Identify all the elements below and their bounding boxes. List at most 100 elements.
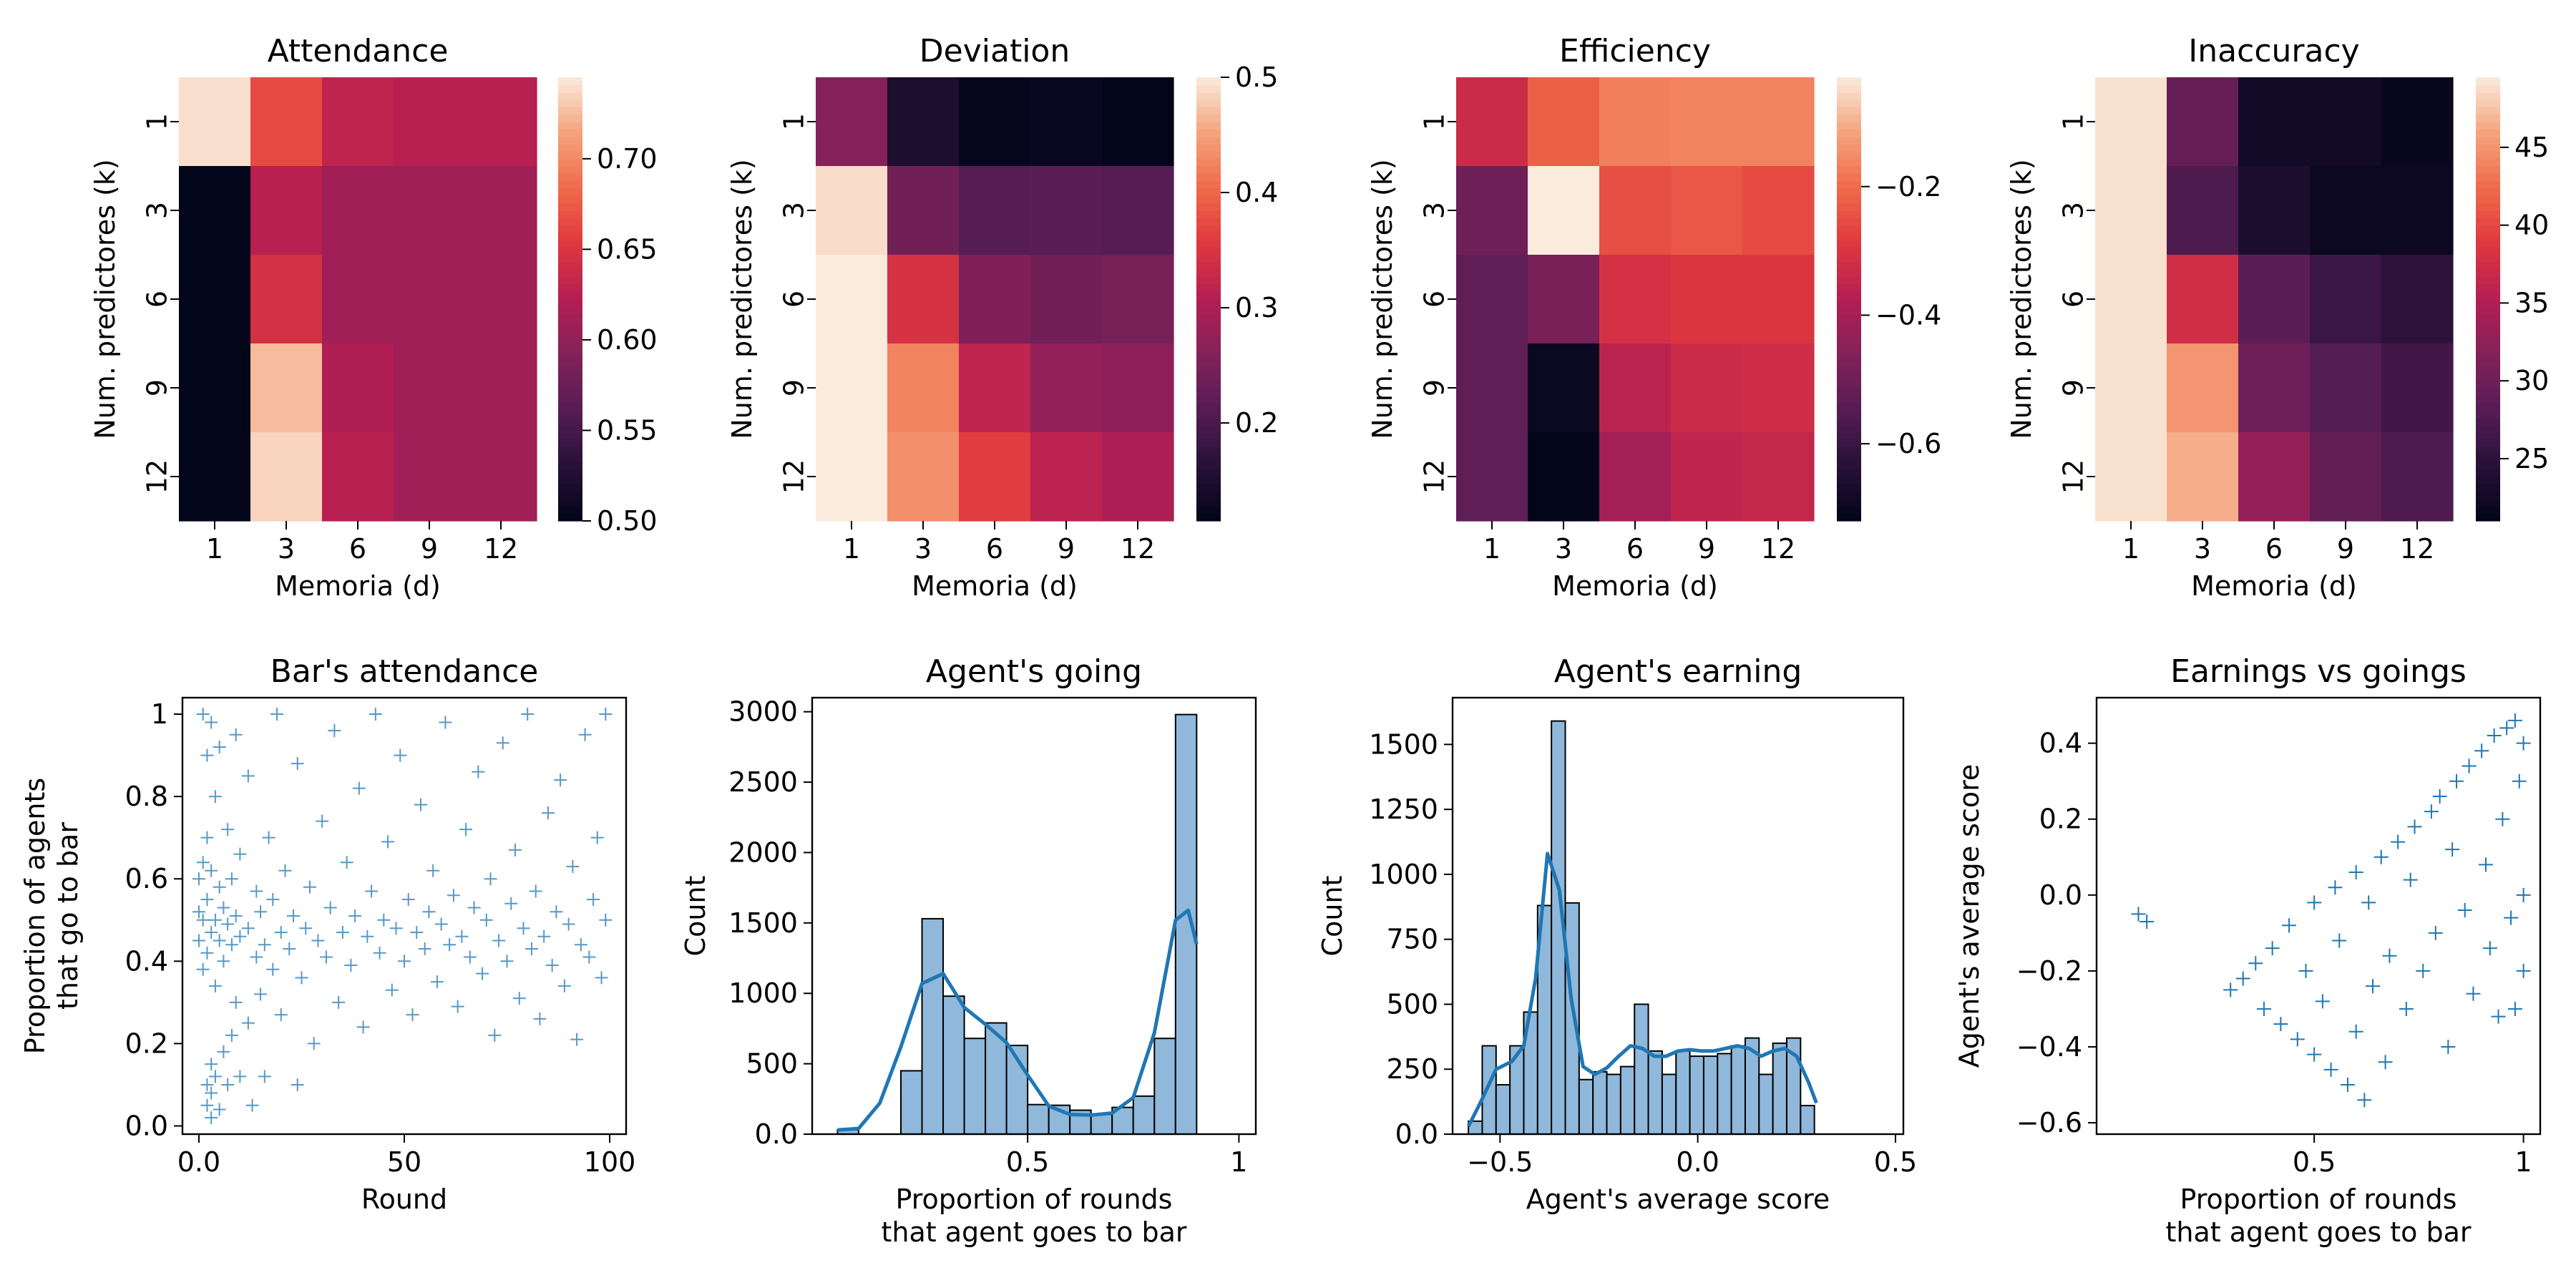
colorbar-segment	[1837, 336, 1861, 344]
scatter-point	[2315, 994, 2330, 1009]
scatter-point	[258, 938, 271, 952]
scatter-point	[344, 959, 358, 972]
scatter-point	[2474, 743, 2489, 758]
colorbar-segment	[2476, 506, 2500, 514]
colorbar-segment	[2476, 114, 2500, 122]
scatter-point	[2265, 941, 2280, 956]
colorbar-segment	[1837, 462, 1861, 470]
colorbar-segment	[1837, 328, 1861, 337]
scatter-point	[377, 913, 391, 927]
colorbar-segment	[558, 388, 582, 396]
colorbar-segment	[1196, 388, 1221, 396]
heatmap-deviation: Deviation 1 3 6 9 12 Memoria (d) 1 3 6 9 12 Num. pre…	[726, 33, 1278, 602]
heatmap-cell	[1102, 77, 1174, 167]
scatter-point	[283, 942, 296, 956]
scatter-point	[2495, 811, 2510, 826]
colorbar-segment	[1196, 218, 1221, 226]
heatmap-cell	[2310, 343, 2382, 433]
colorbar-segment	[1196, 240, 1221, 248]
colorbar-segment	[1837, 144, 1861, 152]
colorbar-segment	[558, 77, 582, 85]
colorbar-segment	[1837, 432, 1861, 440]
colorbar-segment	[1837, 358, 1861, 366]
heatmap-cell	[2310, 432, 2382, 522]
colorbar-segment	[1837, 77, 1861, 85]
heatmap-cell	[465, 432, 537, 522]
colorbar-tick-label: 0.3	[1235, 292, 1278, 323]
colorbar-segment	[558, 432, 582, 440]
colorbar-segment	[558, 225, 582, 233]
y-tick-label: 0.0	[125, 1110, 168, 1141]
scatter-point	[291, 757, 304, 771]
heatmap-cell	[1030, 432, 1103, 522]
colorbar-segment	[2476, 484, 2500, 492]
colorbar-segment	[558, 321, 582, 329]
colorbar-segment	[1837, 122, 1861, 130]
heatmap-cell	[2167, 77, 2239, 167]
heatmap-cell	[2095, 432, 2167, 522]
colorbar-segment	[1837, 477, 1861, 484]
heatmap-cell	[887, 166, 960, 255]
scatter-point	[2512, 774, 2527, 789]
heatmap-cell	[394, 432, 466, 522]
colorbar-segment	[558, 166, 582, 174]
y-tick-label: 1000	[1369, 859, 1438, 890]
colorbar-segment	[2476, 218, 2500, 226]
scatter-point	[590, 831, 604, 844]
colorbar-segment	[2476, 462, 2500, 470]
scatter-point	[200, 748, 214, 762]
scatter-point	[241, 922, 255, 935]
scatter-point	[192, 905, 205, 919]
heatmap-cell	[1528, 255, 1600, 344]
colorbar-segment	[2476, 247, 2500, 255]
colorbar-segment	[1196, 195, 1221, 204]
colorbar-segment	[2476, 402, 2500, 411]
scatter-point	[434, 917, 448, 931]
colorbar-segment	[1837, 373, 1861, 381]
scatter-point	[2323, 1062, 2338, 1077]
heatmap-cell	[959, 166, 1031, 255]
y-tick-label: 0.0	[755, 1118, 798, 1150]
y-tick-label: 12	[779, 459, 810, 494]
scatter-point	[274, 1008, 288, 1022]
colorbar-segment	[1196, 380, 1221, 389]
colorbar-segment	[558, 506, 582, 514]
scatter-earnings-vs-goings: Earnings vs goings 0.5 1 −0.6 −0.4 −0.2 0.0 0.2…	[1953, 653, 2542, 1248]
colorbar-segment	[2476, 373, 2500, 381]
heatmap-cell	[2381, 432, 2454, 522]
y-tick-label: 750	[1386, 924, 1438, 955]
colorbar-segment	[2476, 491, 2500, 499]
colorbar-segment	[1837, 277, 1861, 285]
colorbar-segment	[1196, 247, 1221, 255]
colorbar-segment	[1196, 424, 1221, 433]
colorbar-segment	[1837, 491, 1861, 499]
scatter-point	[217, 1045, 230, 1058]
colorbar-tick-label: 0.55	[597, 414, 658, 446]
colorbar-segment	[558, 195, 582, 204]
scatter-point	[2366, 979, 2381, 994]
x-tick-label: 3	[1555, 533, 1572, 565]
colorbar-tick-label: 25	[2514, 443, 2549, 474]
y-tick-label: 3	[142, 202, 173, 219]
x-tick-label: 9	[2337, 533, 2354, 565]
colorbar-segment	[1196, 343, 1221, 351]
heatmap-cell	[816, 343, 888, 433]
colorbar-segment	[2476, 269, 2500, 278]
scatter-point	[496, 736, 509, 750]
heatmap-cell	[250, 77, 323, 167]
heatmap-cell	[1528, 432, 1600, 522]
scatter-point	[299, 922, 313, 935]
colorbar-segment	[558, 114, 582, 122]
colorbar-segment	[1837, 262, 1861, 270]
scatter-point	[2457, 903, 2472, 918]
scatter-point	[213, 934, 226, 947]
scatter-point	[196, 856, 210, 869]
colorbar-segment	[558, 336, 582, 344]
colorbar-segment	[1196, 77, 1221, 85]
colorbar-segment	[1837, 366, 1861, 374]
y-axis-label: Proportion of agentsthat go to bar	[19, 778, 84, 1054]
colorbar-segment	[1196, 506, 1221, 514]
scatter-point	[2373, 849, 2389, 864]
scatter-point	[2516, 963, 2531, 978]
